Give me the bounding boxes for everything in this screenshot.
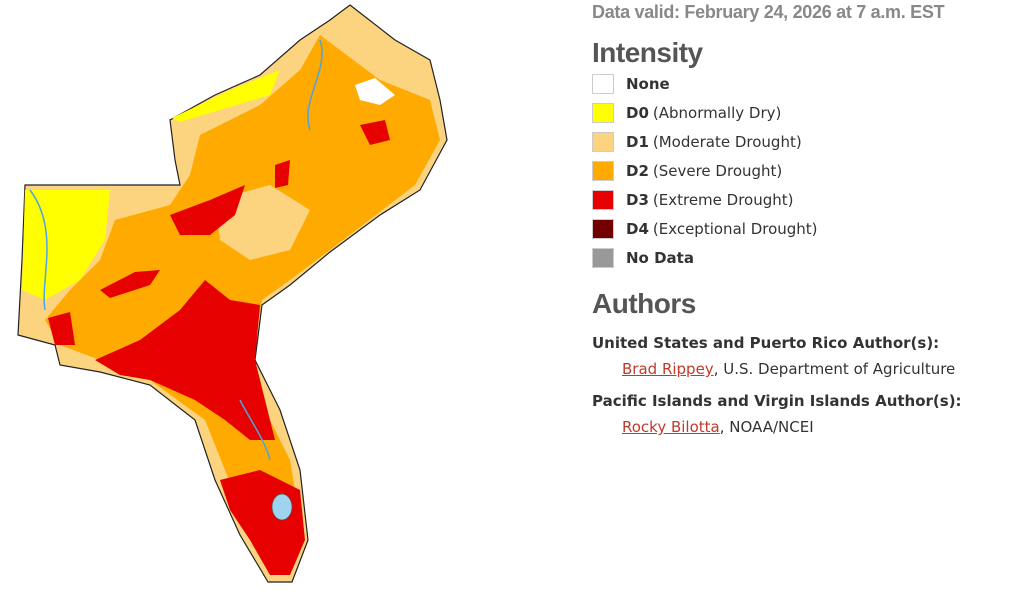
legend-swatch <box>592 131 614 152</box>
legend-code: No Data <box>626 248 694 267</box>
legend-description: (Abnormally Dry) <box>652 103 782 122</box>
legend-title: Intensity <box>592 37 703 68</box>
author-heading: United States and Puerto Rico Author(s): <box>592 334 940 352</box>
region-d3-ne-ga <box>170 185 245 235</box>
legend-swatch <box>592 218 614 239</box>
legend-swatch <box>592 189 614 210</box>
legend-description: (Exceptional Drought) <box>652 219 818 238</box>
region-d3-sc <box>275 160 290 188</box>
data-valid: Data valid: February 24, 2026 at 7 a.m. … <box>592 2 945 22</box>
legend-code: D4 <box>626 219 649 238</box>
region-d3-nc <box>360 120 390 145</box>
legend-code: D1 <box>626 132 649 151</box>
author-affiliation: , NOAA/NCEI <box>719 418 814 436</box>
drought-map <box>17 4 448 583</box>
author-link[interactable]: Rocky Bilotta <box>622 418 720 436</box>
legend-code: D2 <box>626 161 649 180</box>
author-link[interactable]: Brad Rippey <box>622 360 714 378</box>
legend-item: D4 (Exceptional Drought) <box>592 214 1022 243</box>
legend-swatch <box>592 73 614 94</box>
author-heading: Pacific Islands and Virgin Islands Autho… <box>592 392 962 410</box>
author-groups: United States and Puerto Rico Author(s):… <box>592 334 1022 436</box>
author-line: Rocky Bilotta, NOAA/NCEI <box>622 418 1022 436</box>
legend-description: (Severe Drought) <box>652 161 783 180</box>
region-d3-al <box>100 270 160 298</box>
legend-item: D1 (Moderate Drought) <box>592 127 1022 156</box>
legend-swatch <box>592 247 614 268</box>
legend-item: No Data <box>592 243 1022 272</box>
region-none <box>355 78 395 105</box>
legend-item: D2 (Severe Drought) <box>592 156 1022 185</box>
region-d3-ga <box>95 280 275 440</box>
authors-title: Authors <box>592 288 696 319</box>
legend-item: None <box>592 69 1022 98</box>
author-line: Brad Rippey, U.S. Department of Agricult… <box>622 360 1022 378</box>
legend-item: D0 (Abnormally Dry) <box>592 98 1022 127</box>
legend-description: (Moderate Drought) <box>652 132 802 151</box>
legend-item: D3 (Extreme Drought) <box>592 185 1022 214</box>
info-panel: Data valid: February 24, 2026 at 7 a.m. … <box>592 0 1022 436</box>
legend-code: None <box>626 74 670 93</box>
legend-code: D3 <box>626 190 649 209</box>
author-affiliation: , U.S. Department of Agriculture <box>713 360 956 378</box>
legend-swatch <box>592 160 614 181</box>
river <box>307 39 323 131</box>
legend: None D0 (Abnormally Dry) D1 (Moderate Drough… <box>592 69 1022 272</box>
legend-swatch <box>592 102 614 123</box>
river <box>29 189 48 311</box>
legend-description: (Extreme Drought) <box>652 190 794 209</box>
legend-code: D0 <box>626 103 649 122</box>
lake-okeechobee <box>271 493 293 521</box>
region-d3-al-w <box>48 312 75 345</box>
river <box>239 399 271 461</box>
region-d0-va <box>172 70 280 122</box>
